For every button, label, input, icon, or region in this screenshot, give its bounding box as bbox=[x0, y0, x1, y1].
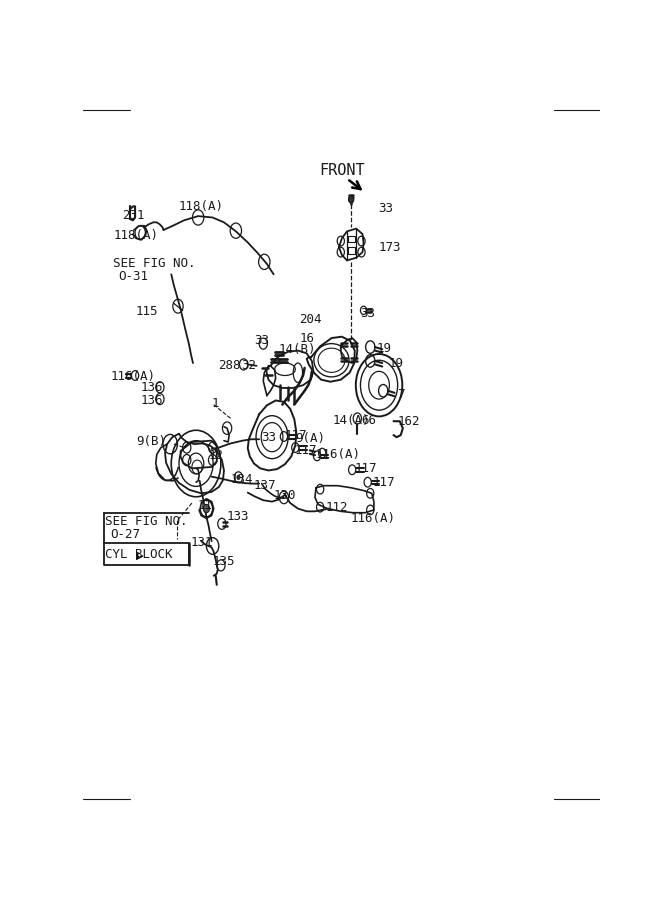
Text: O-31: O-31 bbox=[119, 270, 149, 283]
Circle shape bbox=[203, 504, 209, 513]
Text: 135: 135 bbox=[213, 555, 235, 569]
Text: 14(A): 14(A) bbox=[333, 414, 370, 427]
Text: SEE FIG NO.: SEE FIG NO. bbox=[113, 256, 196, 270]
Circle shape bbox=[349, 196, 354, 202]
Text: 33: 33 bbox=[261, 431, 276, 444]
Text: 162: 162 bbox=[398, 416, 420, 428]
Text: 112: 112 bbox=[325, 501, 348, 515]
Text: O-27: O-27 bbox=[110, 527, 140, 541]
Text: 288: 288 bbox=[217, 359, 240, 373]
Text: 33: 33 bbox=[378, 202, 393, 215]
Text: 7: 7 bbox=[397, 389, 404, 401]
Text: 173: 173 bbox=[378, 241, 400, 255]
Text: 136: 136 bbox=[140, 394, 163, 407]
Text: 134: 134 bbox=[230, 472, 253, 486]
Text: 9(B): 9(B) bbox=[137, 435, 167, 448]
Circle shape bbox=[237, 475, 240, 480]
Text: 33: 33 bbox=[254, 334, 269, 346]
Text: 66: 66 bbox=[361, 414, 376, 427]
Text: 117: 117 bbox=[294, 444, 317, 457]
Text: 11: 11 bbox=[197, 499, 212, 511]
Text: 137: 137 bbox=[254, 479, 276, 492]
Text: 12: 12 bbox=[209, 449, 223, 462]
Text: 1: 1 bbox=[211, 397, 219, 410]
Text: 19: 19 bbox=[377, 342, 392, 355]
Text: 116(A): 116(A) bbox=[316, 448, 361, 461]
Text: 116(A): 116(A) bbox=[110, 371, 155, 383]
Text: 115: 115 bbox=[135, 305, 157, 319]
Text: 118(A): 118(A) bbox=[179, 200, 224, 213]
Text: 117: 117 bbox=[373, 476, 396, 490]
Text: 33: 33 bbox=[360, 307, 375, 320]
Text: 133: 133 bbox=[226, 509, 249, 523]
Text: 118(A): 118(A) bbox=[113, 229, 158, 242]
Text: 130: 130 bbox=[273, 489, 296, 502]
Text: 16: 16 bbox=[299, 331, 314, 345]
Text: 14(B): 14(B) bbox=[279, 344, 316, 356]
Text: 136: 136 bbox=[140, 381, 163, 394]
Text: 32: 32 bbox=[241, 359, 256, 373]
Text: FRONT: FRONT bbox=[319, 163, 365, 178]
Text: 231: 231 bbox=[122, 209, 145, 222]
Text: CYL BLOCK: CYL BLOCK bbox=[105, 548, 173, 561]
Text: 9(A): 9(A) bbox=[295, 432, 325, 446]
Text: 204: 204 bbox=[299, 313, 322, 326]
Text: 131: 131 bbox=[191, 536, 213, 549]
Text: 116(A): 116(A) bbox=[350, 512, 395, 525]
Text: 19: 19 bbox=[388, 357, 404, 370]
Text: 117: 117 bbox=[285, 429, 307, 442]
Text: SEE FIG NO.: SEE FIG NO. bbox=[105, 515, 187, 527]
Text: 117: 117 bbox=[355, 462, 378, 475]
